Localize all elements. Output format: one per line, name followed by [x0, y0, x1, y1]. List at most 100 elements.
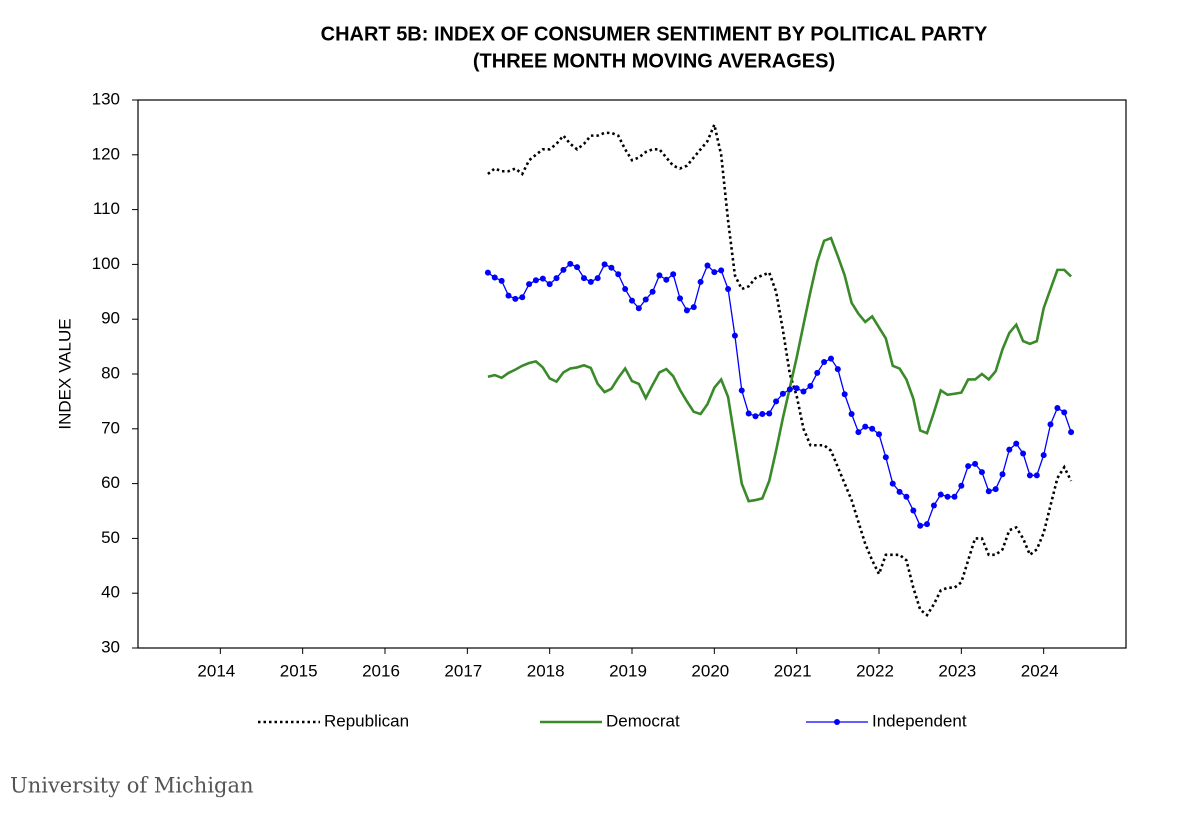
source: University of Michigan: [10, 774, 254, 798]
series-marker: [615, 271, 622, 278]
x-tick-label: 2015: [280, 661, 318, 680]
series-marker: [951, 493, 958, 500]
legend-label: Republican: [324, 711, 409, 730]
y-tick-label: 80: [101, 363, 120, 382]
series-marker: [629, 297, 635, 304]
series-marker: [738, 387, 745, 394]
y-tick-label: 50: [101, 528, 120, 547]
series-marker: [917, 522, 924, 529]
series-marker: [663, 276, 670, 283]
series-line: [487, 263, 1072, 527]
series-marker: [937, 491, 944, 498]
y-tick-label: 40: [101, 583, 120, 602]
series-marker: [711, 269, 718, 276]
series-marker: [985, 488, 992, 495]
series-marker: [1040, 452, 1047, 459]
series-marker: [992, 486, 999, 493]
series-marker: [683, 307, 690, 314]
series-marker: [580, 275, 587, 282]
series-marker: [759, 411, 766, 418]
series-marker: [532, 277, 539, 284]
series-marker: [827, 355, 834, 362]
series-marker: [505, 292, 512, 299]
y-tick-label: 30: [101, 637, 120, 656]
series-marker: [930, 502, 937, 509]
x-tick-label: 2023: [938, 661, 976, 680]
series-marker: [498, 277, 505, 284]
series-marker: [656, 272, 663, 279]
series-marker: [587, 278, 594, 285]
series-marker: [903, 493, 910, 500]
y-tick-label: 60: [101, 473, 120, 492]
series-marker: [553, 275, 560, 282]
series-marker: [1006, 446, 1013, 453]
series-marker: [855, 429, 862, 436]
series-marker: [793, 385, 800, 392]
series-marker: [896, 488, 903, 495]
series-marker: [526, 281, 533, 288]
series-marker: [1061, 409, 1068, 416]
series-marker: [1026, 472, 1033, 479]
x-tick-label: 2021: [774, 661, 812, 680]
series-marker: [862, 423, 869, 430]
series-marker: [752, 413, 759, 420]
series-marker: [773, 398, 780, 405]
x-tick-label: 2020: [691, 661, 729, 680]
series-marker: [882, 454, 889, 461]
series-marker: [965, 463, 972, 470]
series-marker: [889, 480, 896, 487]
chart-subtitle: (THREE MONTH MOVING AVERAGES): [473, 50, 835, 72]
y-tick-label: 120: [92, 144, 120, 163]
series-marker: [1054, 404, 1061, 411]
legend-label: Independent: [872, 711, 967, 730]
series-marker: [745, 410, 752, 417]
series-marker: [491, 274, 498, 281]
series-marker: [1047, 421, 1054, 428]
series-marker: [677, 295, 684, 302]
y-tick-label: 100: [92, 254, 120, 273]
series-marker: [1013, 440, 1020, 447]
series-marker: [519, 294, 526, 301]
series-marker: [567, 260, 574, 267]
series-marker: [608, 264, 615, 271]
legend-marker: [834, 719, 840, 725]
series-marker: [910, 507, 917, 514]
series-marker: [786, 386, 793, 393]
chart-title: CHART 5B: INDEX OF CONSUMER SENTIMENT BY…: [321, 23, 988, 45]
series-marker: [876, 431, 882, 438]
x-tick-label: 2014: [197, 661, 235, 680]
series-marker: [1020, 450, 1027, 457]
y-tick-label: 110: [93, 199, 120, 218]
series-marker: [814, 369, 821, 376]
x-tick-label: 2024: [1021, 661, 1059, 680]
legend-label: Democrat: [606, 711, 680, 730]
series-marker: [731, 332, 738, 339]
series-marker: [834, 366, 841, 373]
series-marker: [601, 261, 608, 268]
series-marker: [766, 410, 773, 417]
series-marker: [635, 305, 642, 312]
plot-frame: [137, 99, 1127, 649]
series-marker: [821, 358, 828, 365]
y-tick-label: 130: [92, 89, 120, 108]
series-marker: [704, 262, 711, 269]
series-marker: [642, 296, 649, 303]
series-marker: [958, 482, 965, 489]
series-marker: [779, 390, 786, 397]
series-marker: [697, 278, 704, 285]
series-marker: [869, 425, 876, 432]
x-tick-label: 2018: [527, 661, 565, 680]
y-tick-label: 90: [101, 309, 120, 328]
series-marker: [560, 266, 567, 273]
series-marker: [800, 388, 807, 395]
series-marker: [1033, 472, 1040, 479]
series-marker: [944, 493, 951, 500]
series-marker: [1068, 429, 1075, 436]
series-marker: [539, 275, 546, 282]
series-marker: [670, 271, 677, 278]
series-marker: [841, 391, 848, 398]
series-marker: [649, 288, 656, 295]
x-tick-label: 2016: [362, 661, 400, 680]
x-tick-label: 2019: [609, 661, 647, 680]
